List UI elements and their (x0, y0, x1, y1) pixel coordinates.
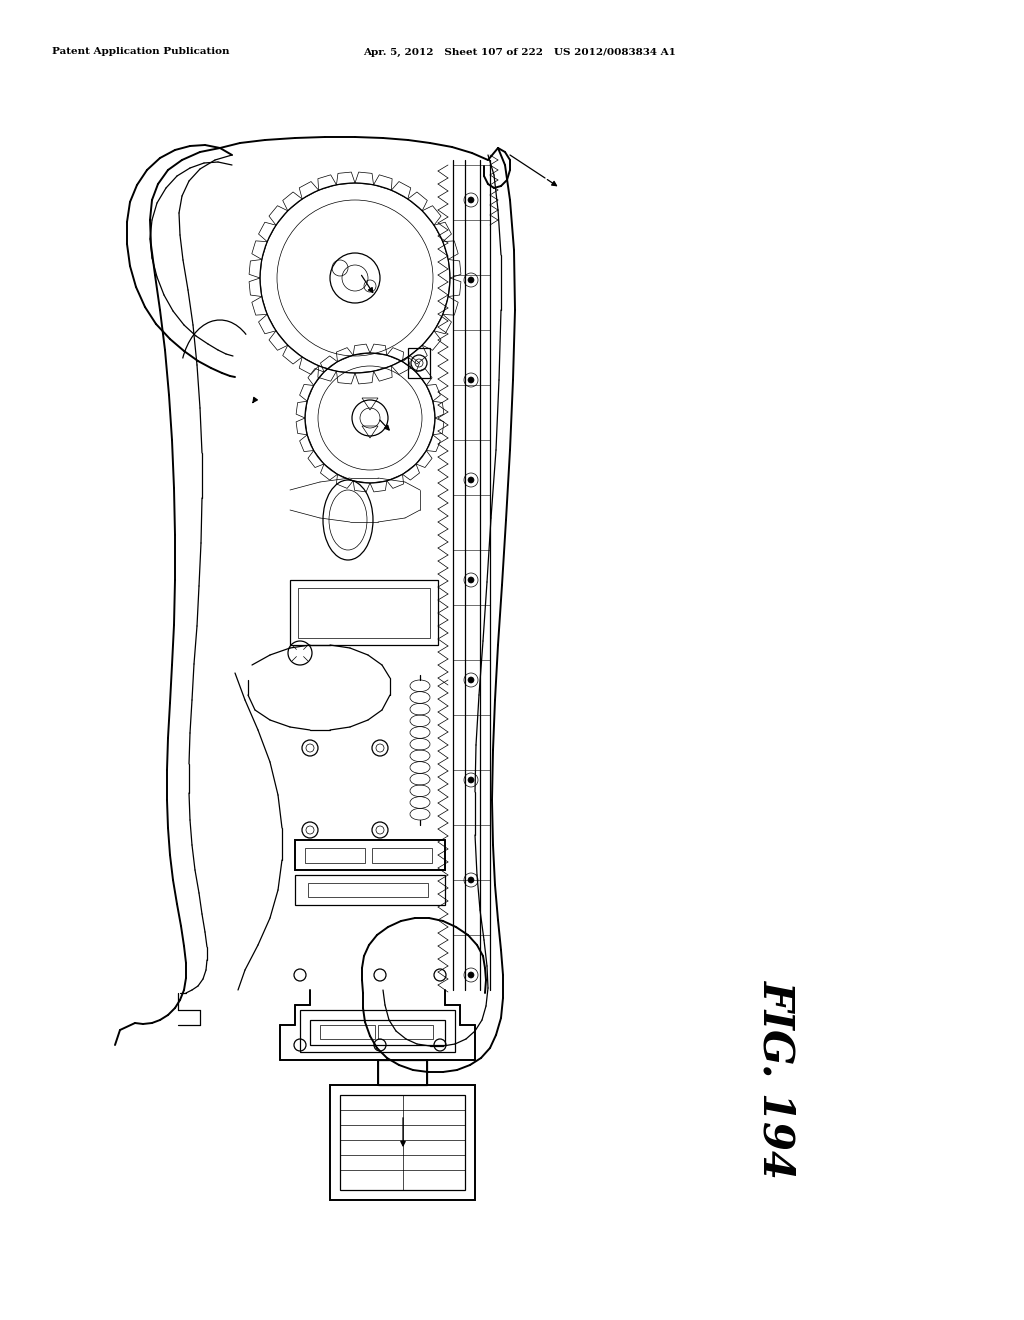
Circle shape (468, 577, 474, 583)
Bar (319, 1026, 375, 1039)
Bar (295, 840, 445, 870)
Bar (305, 847, 365, 863)
Bar (378, 1060, 427, 1085)
Text: Apr. 5, 2012   Sheet 107 of 222   US 2012/0083834 A1: Apr. 5, 2012 Sheet 107 of 222 US 2012/00… (364, 48, 677, 57)
Bar (308, 883, 428, 898)
Circle shape (468, 277, 474, 282)
Bar (295, 875, 445, 906)
Bar (378, 1026, 433, 1039)
Bar (340, 1096, 465, 1191)
Circle shape (468, 972, 474, 978)
Text: FIG. 194: FIG. 194 (755, 981, 797, 1180)
Circle shape (468, 876, 474, 883)
Bar (330, 1085, 475, 1200)
Text: Patent Application Publication: Patent Application Publication (52, 48, 229, 57)
Bar (290, 579, 438, 645)
Bar (408, 348, 430, 378)
Bar (300, 1010, 455, 1052)
Bar (298, 587, 430, 638)
Circle shape (468, 197, 474, 203)
Bar (372, 847, 432, 863)
Bar (310, 1020, 445, 1045)
Circle shape (468, 677, 474, 682)
Circle shape (468, 378, 474, 383)
Circle shape (468, 477, 474, 483)
Circle shape (468, 777, 474, 783)
